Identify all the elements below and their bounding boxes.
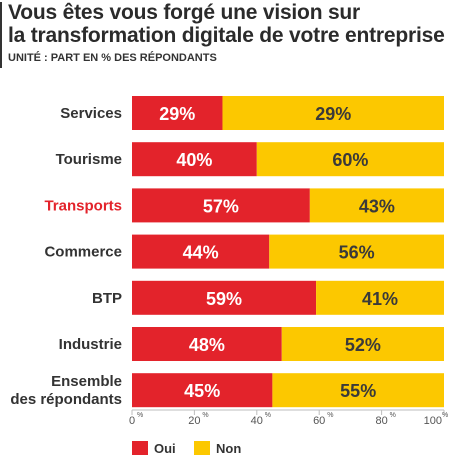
bar-oui xyxy=(132,327,282,361)
data-label-oui: 59% xyxy=(206,289,242,309)
legend-swatch-non xyxy=(194,441,210,455)
x-tick-unit: % xyxy=(265,412,271,419)
bar-oui xyxy=(132,280,317,315)
x-tick-unit: % xyxy=(137,412,143,419)
x-tick-unit: % xyxy=(442,412,448,419)
bar-non xyxy=(269,234,444,269)
data-label-non: 41% xyxy=(362,289,398,309)
chart-title-line-1: Vous êtes vous forgé une vision sur xyxy=(8,1,361,24)
category-label: Services xyxy=(60,105,122,122)
category-label-line: BTP xyxy=(92,290,122,307)
x-tick-unit: % xyxy=(390,412,396,419)
data-label-oui: 29% xyxy=(159,104,195,124)
category-label-line: Commerce xyxy=(44,244,122,261)
bar-non xyxy=(316,280,444,315)
legend-label-non: Non xyxy=(216,441,241,456)
bar-non xyxy=(222,96,444,130)
category-label-line: des répondants xyxy=(10,391,122,408)
bar-oui xyxy=(132,188,310,223)
category-label-line: Transports xyxy=(44,197,122,214)
chart-title: Vous êtes vous forgé une vision sur la tr… xyxy=(8,1,450,47)
category-label: Transports xyxy=(44,197,122,214)
legend-swatch-oui xyxy=(132,441,148,455)
x-tick-label: 60 xyxy=(313,415,325,427)
data-label-oui: 57% xyxy=(203,196,239,216)
chart-title-line-2: la transformation digitale de votre entr… xyxy=(8,24,450,47)
bar-oui xyxy=(132,96,223,130)
chart-subtitle: UNITÉ : PART EN % DES RÉPONDANTS xyxy=(8,52,217,64)
x-tick-unit: % xyxy=(202,412,208,419)
data-label-oui: 48% xyxy=(189,335,225,355)
data-label-non: 52% xyxy=(345,335,381,355)
x-tick-label: 100 xyxy=(424,415,442,427)
bar-non xyxy=(309,188,444,223)
bar-non xyxy=(281,327,444,361)
bar-non xyxy=(272,373,444,408)
category-label-line: Services xyxy=(60,105,122,122)
x-tick-label: 0 xyxy=(129,415,135,427)
bar-oui xyxy=(132,142,257,177)
category-label-line: Tourisme xyxy=(56,151,122,168)
data-label-non: 55% xyxy=(340,381,376,401)
chart-header: Vous êtes vous forgé une vision sur la tr… xyxy=(0,0,450,72)
category-label: Commerce xyxy=(44,244,122,261)
category-label-line: Industrie xyxy=(59,336,122,353)
x-tick-label: 80 xyxy=(375,415,387,427)
data-label-oui: 40% xyxy=(176,150,212,170)
legend-label-oui: Oui xyxy=(154,441,176,456)
x-tick-label: 20 xyxy=(188,415,200,427)
category-label-line: Ensemble xyxy=(51,373,122,390)
category-label: Ensemble des répondants xyxy=(10,373,122,408)
bar-non xyxy=(256,142,444,177)
bar-oui xyxy=(132,234,270,269)
data-label-non: 60% xyxy=(332,150,368,170)
x-tick-unit: % xyxy=(327,412,333,419)
title-rule xyxy=(0,2,2,68)
bar-oui xyxy=(132,373,273,408)
data-label-non: 56% xyxy=(339,243,375,263)
data-label-non: 43% xyxy=(359,196,395,216)
category-label: BTP xyxy=(92,290,122,307)
category-label: Industrie xyxy=(59,336,122,353)
data-label-oui: 45% xyxy=(184,381,220,401)
data-label-non: 29% xyxy=(315,104,351,124)
category-label: Tourisme xyxy=(56,151,122,168)
data-label-oui: 44% xyxy=(183,243,219,263)
x-tick-label: 40 xyxy=(251,415,263,427)
